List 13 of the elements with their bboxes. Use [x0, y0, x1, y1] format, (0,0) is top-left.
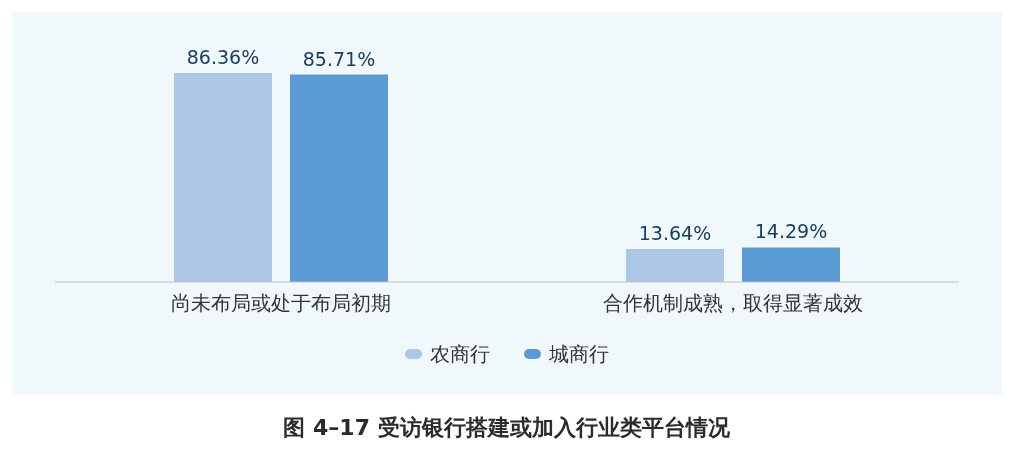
- bar: [174, 73, 272, 282]
- bar: [742, 247, 840, 282]
- text: 图 4–17 受访银行搭建或加入行业类平台情况: [282, 414, 731, 442]
- data-label: 13.64%: [638, 221, 712, 244]
- bar: [290, 74, 388, 282]
- x-tick-label: 尚未布局或处于布局初期: [171, 291, 391, 315]
- bar: [626, 248, 724, 282]
- data-label: 14.29%: [754, 220, 828, 243]
- x-tick-label: 合作机制成熟，取得显著成效: [603, 291, 863, 315]
- legend-label: 农商行: [430, 340, 490, 368]
- legend-label: 城商行: [549, 340, 609, 368]
- data-label: 85.71%: [302, 47, 376, 70]
- data-label: 86.36%: [186, 46, 260, 68]
